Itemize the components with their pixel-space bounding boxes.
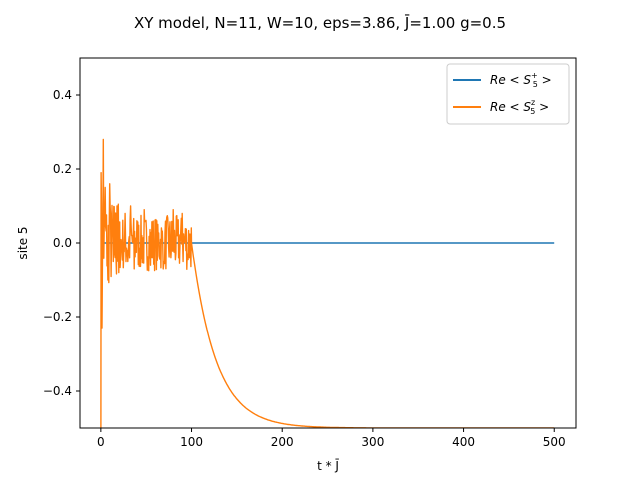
y-tick-label: −0.4 — [43, 384, 72, 398]
x-tick-label: 0 — [97, 435, 105, 449]
y-tick-label: 0.0 — [53, 236, 72, 250]
x-tick-label: 200 — [271, 435, 294, 449]
y-axis-label: site 5 — [16, 226, 30, 259]
y-tick-label: 0.2 — [53, 162, 72, 176]
y-tick-label: −0.2 — [43, 310, 72, 324]
legend: Re < S+ 5 > Re < Sz 5 > — [446, 63, 570, 125]
x-tick-label: 300 — [361, 435, 384, 449]
x-tick-label: 500 — [543, 435, 566, 449]
y-tick-label: 0.4 — [53, 88, 72, 102]
legend-label-s5-z: Re < Sz 5 > — [490, 98, 549, 116]
x-axis: 0 100 200 300 400 500 — [97, 428, 566, 449]
legend-label-s5-plus: Re < S+ 5 > — [490, 71, 552, 89]
series-line-s5-z — [100, 138, 555, 428]
chart-title: XY model, N=11, W=10, eps=3.86, J̄=1.00 … — [134, 13, 506, 32]
x-tick-label: 100 — [180, 435, 203, 449]
x-axis-label: t * J̄ — [317, 459, 339, 473]
y-axis: −0.4 −0.2 0.0 0.2 0.4 — [43, 88, 80, 398]
x-tick-label: 400 — [452, 435, 475, 449]
